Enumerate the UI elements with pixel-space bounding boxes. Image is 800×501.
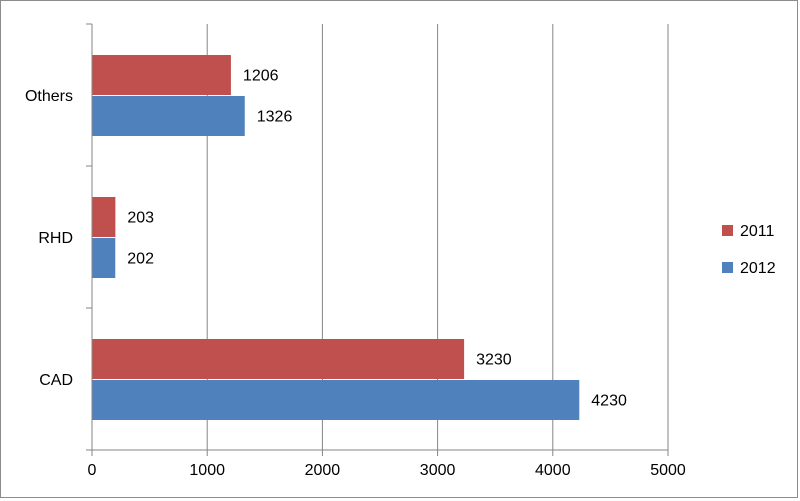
x-tick-label: 4000 [535,462,571,479]
bar-cad-2011 [92,339,465,379]
data-label-rhd-2011: 203 [127,210,154,227]
bar-rhd-2011 [92,197,116,237]
data-label-others-2011: 1206 [243,68,279,85]
legend: 2011 2012 [722,223,776,277]
data-label-cad-2012: 4230 [591,393,627,410]
legend-swatch-2012 [722,262,733,273]
x-tick-label: 2000 [305,462,341,479]
data-label-others-2012: 1326 [257,109,293,126]
y-tick-label-rhd: RHD [38,230,73,247]
y-tick-label-cad: CAD [39,372,73,389]
x-tick-label: 3000 [420,462,456,479]
x-tick-label: 5000 [650,462,686,479]
labels: 0 1000 2000 3000 4000 5000 CAD 3230 4230 RHD 203 20… [25,68,686,480]
legend-swatch-2011 [722,225,733,236]
bar-cad-2012 [92,380,580,420]
x-tick-label: 1000 [189,462,225,479]
bars [92,55,580,420]
data-label-cad-2011: 3230 [476,352,512,369]
axes [86,23,669,456]
bar-rhd-2012 [92,238,116,278]
x-tick-label: 0 [88,462,97,479]
bar-others-2012 [92,96,245,136]
bar-others-2011 [92,55,231,95]
legend-label-2011: 2011 [740,223,775,240]
y-tick-label-others: Others [25,88,73,105]
legend-label-2012: 2012 [740,260,776,277]
data-label-rhd-2012: 202 [127,251,154,268]
